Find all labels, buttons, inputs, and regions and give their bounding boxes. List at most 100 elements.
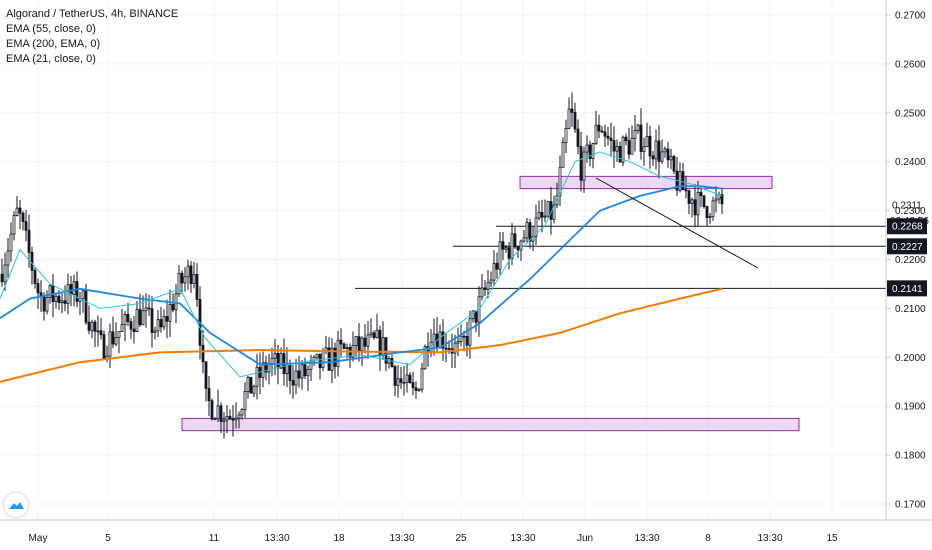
candle-body — [570, 108, 574, 113]
candle — [462, 330, 466, 352]
candle-body — [297, 370, 301, 379]
candle-body — [687, 190, 691, 204]
candle-body — [90, 321, 94, 331]
time-tick-label: 18 — [333, 533, 345, 544]
candle — [24, 209, 28, 242]
candle — [621, 135, 625, 167]
candle-body — [471, 310, 475, 320]
candle — [150, 296, 154, 348]
candle-body — [288, 363, 292, 381]
candle-body — [375, 329, 379, 339]
candle — [657, 125, 661, 179]
candle-body — [492, 262, 496, 281]
candle-body — [639, 124, 643, 152]
candle — [231, 405, 235, 437]
candle-body — [165, 316, 169, 322]
candle — [651, 150, 655, 166]
candle-body — [21, 212, 25, 222]
candle — [60, 291, 64, 314]
candle — [120, 308, 124, 332]
candle — [720, 187, 724, 214]
candle — [411, 371, 415, 396]
candle — [186, 259, 190, 290]
candle-body — [465, 336, 469, 346]
candle-body — [276, 352, 280, 369]
candle-body — [582, 151, 586, 181]
candle-body — [174, 293, 178, 311]
candle-body — [711, 200, 715, 218]
candle — [117, 331, 121, 354]
candle — [123, 311, 127, 342]
candle — [330, 338, 334, 384]
legend-ema-55: EMA (55, close, 0) — [6, 23, 96, 35]
candle — [660, 139, 664, 164]
candle — [672, 154, 676, 175]
candle — [318, 353, 322, 380]
candle-body — [12, 215, 16, 235]
candle-body — [171, 304, 175, 311]
candle — [564, 119, 568, 154]
candle — [522, 230, 526, 243]
price-tick-label: 0.1900 — [895, 402, 926, 413]
candle-body — [216, 405, 220, 420]
candle — [210, 398, 214, 421]
candle — [597, 114, 601, 139]
candle-body — [510, 233, 514, 259]
candle — [282, 338, 286, 386]
candle-body — [24, 221, 28, 231]
candle-body — [702, 195, 706, 208]
candle-body — [564, 128, 568, 143]
candle — [96, 315, 100, 347]
candle — [444, 333, 448, 363]
candle-body — [537, 211, 541, 219]
candle-body — [366, 334, 370, 347]
candle-body — [114, 337, 118, 345]
candle-body — [540, 211, 544, 218]
candle-body — [273, 352, 277, 359]
price-tick-label: 0.1700 — [895, 500, 926, 511]
candle-body — [294, 370, 298, 386]
candle — [372, 330, 376, 340]
price-tick-label: 0.2100 — [895, 304, 926, 315]
candle — [249, 376, 253, 394]
candle — [135, 301, 139, 333]
candle — [222, 412, 226, 439]
candle — [414, 381, 418, 400]
candle — [588, 140, 592, 167]
candle — [393, 365, 397, 397]
candle-body — [663, 148, 667, 153]
candle-body — [444, 347, 448, 350]
candle — [78, 292, 82, 316]
candle-body — [192, 274, 196, 284]
ema-21-line — [0, 151, 723, 378]
candle-body — [249, 376, 253, 394]
candle-body — [489, 279, 493, 284]
tradingview-logo-icon[interactable] — [4, 493, 28, 517]
candle-body — [255, 366, 259, 387]
candle — [618, 141, 622, 163]
candle — [162, 309, 166, 331]
candle — [579, 131, 583, 192]
price-tag-level1: 0.2268 — [892, 222, 923, 233]
candle — [297, 356, 301, 388]
candle — [495, 252, 499, 279]
candle-body — [522, 237, 526, 242]
time-tick-label: Jun — [577, 533, 593, 544]
candle-body — [99, 330, 103, 336]
candle — [66, 273, 70, 315]
candle — [309, 354, 313, 382]
candle-body — [480, 287, 484, 298]
candle-body — [120, 324, 124, 332]
candle — [702, 195, 706, 209]
candle — [612, 126, 616, 168]
candle-body — [627, 140, 631, 155]
candle — [15, 196, 19, 217]
candle — [33, 267, 37, 289]
candle-body — [354, 336, 358, 346]
candle-body — [48, 284, 52, 298]
candle — [489, 271, 493, 288]
candle-body — [408, 374, 412, 384]
ema-lines — [0, 151, 723, 383]
candle — [528, 219, 532, 249]
